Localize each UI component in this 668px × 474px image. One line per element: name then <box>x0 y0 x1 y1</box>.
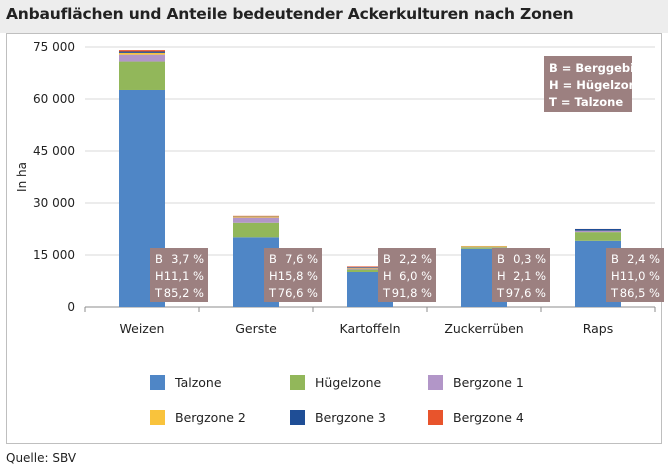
bar-segment <box>575 229 621 231</box>
annotation-percent: 7,6 % <box>285 252 318 266</box>
annotation-letter: T <box>382 286 391 300</box>
bar-segment <box>233 216 279 218</box>
annotation-box <box>378 248 436 302</box>
bar-segment <box>347 266 393 268</box>
legend-label: Bergzone 4 <box>453 410 524 425</box>
key-box-line: H = Hügelzone <box>549 78 645 92</box>
annotation-percent: 2,4 % <box>627 252 660 266</box>
annotation-letter: T <box>496 286 505 300</box>
key-box-line: T = Talzone <box>549 95 623 109</box>
key-box-line: B = Berggebiet <box>549 61 648 75</box>
annotation-box <box>606 248 664 302</box>
bar-segment <box>347 269 393 272</box>
x-tick-label: Weizen <box>120 321 165 336</box>
bar-segment <box>119 52 165 55</box>
x-tick-label: Raps <box>583 321 614 336</box>
bar-segment <box>233 217 279 223</box>
title-bar: Anbauflächen und Anteile bedeutender Ack… <box>0 0 668 33</box>
x-tick-label: Kartoffeln <box>339 321 400 336</box>
annotation-percent: 11,1 % <box>164 269 204 283</box>
bar-segment <box>461 246 507 248</box>
legend-swatch <box>290 375 305 390</box>
y-tick-label: 0 <box>67 300 75 314</box>
legend-label: Bergzone 1 <box>453 375 524 390</box>
legend: Talzone Hügelzone Bergzone 1 Bergzone 2 Berg… <box>150 375 524 425</box>
annotation-percent: 15,8 % <box>278 269 318 283</box>
annotation-percent: 97,6 % <box>506 286 546 300</box>
annotation-letter: B <box>269 252 277 266</box>
annotation-percent: 91,8 % <box>392 286 432 300</box>
annotation-letter: H <box>611 269 620 283</box>
annotation-percent: 2,2 % <box>399 252 432 266</box>
bar-segment <box>347 267 393 269</box>
legend-swatch <box>150 410 165 425</box>
bar-segment <box>119 50 165 52</box>
y-tick-label: 30 000 <box>33 196 75 210</box>
annotation-letter: H <box>269 269 278 283</box>
legend-swatch <box>428 410 443 425</box>
annotation-letter: B <box>497 252 505 266</box>
plot-frame <box>6 33 662 444</box>
annotation-percent: 6,0 % <box>399 269 432 283</box>
bar-segment <box>347 267 393 268</box>
annotation-percent: 76,6 % <box>278 286 318 300</box>
annotation-letter: T <box>610 286 619 300</box>
annotation-letter: B <box>383 252 391 266</box>
annotation-letter: T <box>268 286 277 300</box>
annotation-box <box>492 248 550 302</box>
y-axis-title: In ha <box>15 162 29 192</box>
y-tick-label: 15 000 <box>33 248 75 262</box>
bar-segment <box>575 232 621 241</box>
source-note: Quelle: SBV <box>6 451 77 465</box>
annotation-letter: H <box>155 269 164 283</box>
x-tick-label: Gerste <box>235 321 277 336</box>
annotation-letter: H <box>383 269 392 283</box>
y-tick-label: 75 000 <box>33 40 75 54</box>
bar-segment <box>119 54 165 62</box>
y-tick-label: 45 000 <box>33 144 75 158</box>
legend-swatch <box>290 410 305 425</box>
annotation-percent: 0,3 % <box>513 252 546 266</box>
annotation-percent: 11,0 % <box>620 269 660 283</box>
annotation-letter: H <box>497 269 506 283</box>
bar-segment <box>347 268 393 270</box>
legend-label: Bergzone 3 <box>315 410 386 425</box>
annotation-box <box>264 248 322 302</box>
annotation-letter: B <box>155 252 163 266</box>
annotation-percent: 85,2 % <box>164 286 204 300</box>
bar-segment <box>119 61 165 90</box>
annotation-percent: 2,1 % <box>513 269 546 283</box>
y-tick-label: 60 000 <box>33 92 75 106</box>
annotation-percent: 3,7 % <box>171 252 204 266</box>
x-tick-label: Zuckerrüben <box>444 321 523 336</box>
legend-label: Hügelzone <box>315 375 382 390</box>
bar-segment <box>461 247 507 249</box>
annotation-letter: B <box>611 252 619 266</box>
key-box <box>544 56 632 112</box>
annotation-letter: T <box>154 286 163 300</box>
bar-segment <box>233 222 279 238</box>
legend-label: Talzone <box>174 375 222 390</box>
bar-segment <box>119 51 165 53</box>
annotation-percent: 86,5 % <box>620 286 660 300</box>
bar-segment <box>575 230 621 233</box>
legend-label: Bergzone 2 <box>175 410 246 425</box>
legend-swatch <box>428 375 443 390</box>
legend-swatch <box>150 375 165 390</box>
axis-layer: 0 15 000 30 000 45 000 60 000 75 000 In ha Weiz… <box>15 40 656 336</box>
chart-title: Anbauflächen und Anteile bedeutender Ack… <box>6 5 574 23</box>
annotation-box <box>150 248 208 302</box>
annotation-layer: B 3,7 %H 11,1 %T 85,2 %B 7,6 %H 15,8 %T 76,6 %… <box>150 56 664 302</box>
